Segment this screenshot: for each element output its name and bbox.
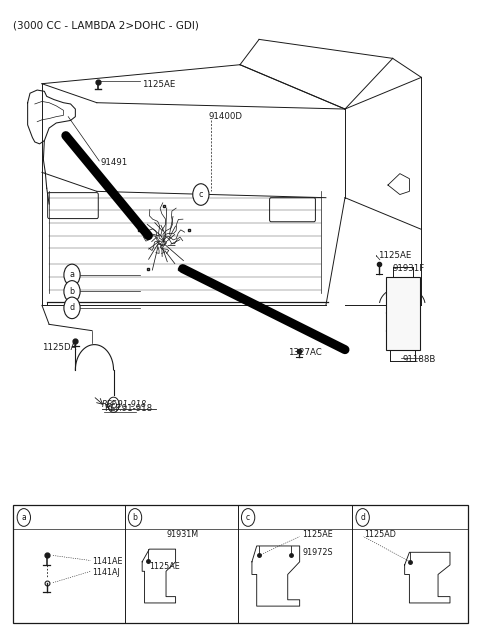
Text: b: b (70, 287, 74, 296)
Circle shape (356, 509, 369, 527)
Text: 91491: 91491 (101, 158, 128, 167)
Text: d: d (70, 303, 74, 312)
Text: 1125AE: 1125AE (142, 81, 176, 90)
Text: a: a (70, 270, 74, 279)
Text: 1141AE: 1141AE (92, 557, 122, 566)
Text: 1125AD: 1125AD (364, 530, 396, 539)
Text: 1327AC: 1327AC (288, 349, 322, 357)
Text: 91931M: 91931M (166, 530, 198, 539)
Circle shape (64, 297, 80, 319)
Text: a: a (22, 513, 26, 522)
Circle shape (241, 509, 255, 527)
Text: d: d (360, 513, 365, 522)
Bar (13, 505, 468, 623)
Text: c: c (246, 513, 250, 522)
Bar (385, 277, 420, 350)
Text: 1125AE: 1125AE (149, 562, 180, 570)
Text: 91972S: 91972S (302, 548, 333, 556)
Text: b: b (132, 513, 137, 522)
Text: REF.91-918: REF.91-918 (104, 404, 152, 413)
Circle shape (17, 509, 31, 527)
Circle shape (64, 280, 80, 302)
Text: 91931F: 91931F (393, 264, 425, 273)
Circle shape (128, 509, 142, 527)
Text: c: c (199, 190, 203, 199)
Circle shape (64, 264, 80, 286)
Text: 91188B: 91188B (402, 355, 436, 364)
Text: 1125DA: 1125DA (42, 343, 76, 352)
Text: 91400D: 91400D (209, 112, 243, 121)
Text: (3000 CC - LAMBDA 2>DOHC - GDI): (3000 CC - LAMBDA 2>DOHC - GDI) (13, 20, 199, 31)
Text: REF.91-918: REF.91-918 (102, 399, 147, 408)
Text: 1125AE: 1125AE (302, 530, 333, 539)
Text: 1141AJ: 1141AJ (92, 568, 120, 577)
Text: 1125AE: 1125AE (378, 251, 412, 261)
Circle shape (193, 184, 209, 205)
